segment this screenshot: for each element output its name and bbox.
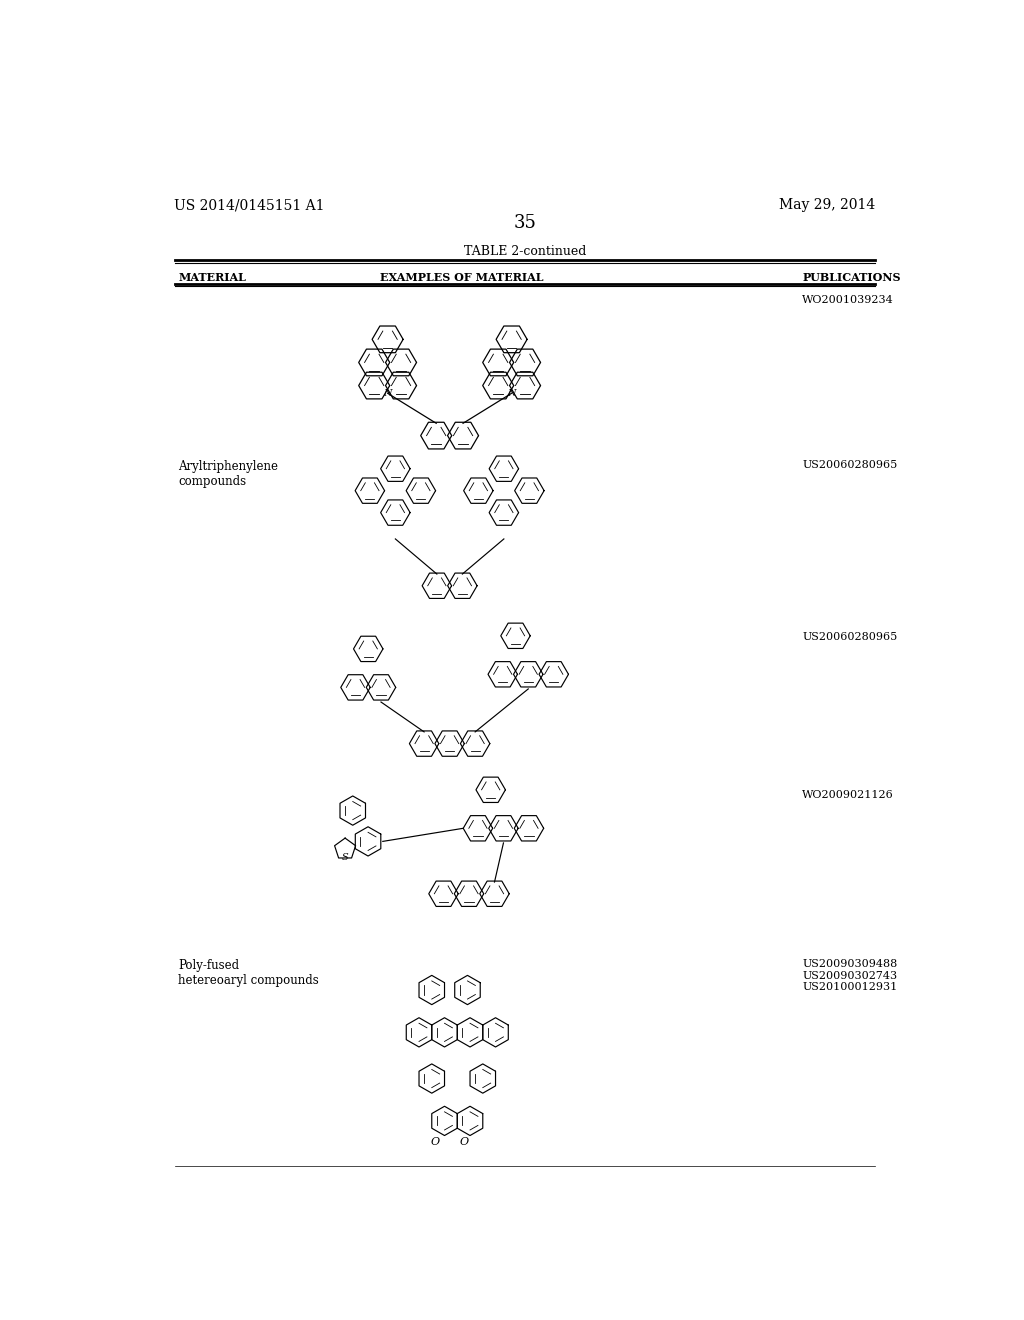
Text: PUBLICATIONS: PUBLICATIONS bbox=[802, 272, 901, 284]
Text: US20060280965: US20060280965 bbox=[802, 632, 897, 642]
Text: US 2014/0145151 A1: US 2014/0145151 A1 bbox=[174, 198, 325, 213]
Text: EXAMPLES OF MATERIAL: EXAMPLES OF MATERIAL bbox=[380, 272, 543, 284]
Text: US20060280965: US20060280965 bbox=[802, 461, 897, 470]
Text: N: N bbox=[507, 389, 516, 397]
Text: WO2001039234: WO2001039234 bbox=[802, 296, 894, 305]
Text: WO2009021126: WO2009021126 bbox=[802, 789, 894, 800]
Text: N: N bbox=[383, 389, 392, 397]
Text: May 29, 2014: May 29, 2014 bbox=[779, 198, 876, 213]
Text: MATERIAL: MATERIAL bbox=[178, 272, 246, 284]
Text: US20090309488
US20090302743
US20100012931: US20090309488 US20090302743 US2010001293… bbox=[802, 960, 897, 993]
Text: TABLE 2-continued: TABLE 2-continued bbox=[464, 244, 586, 257]
Text: S: S bbox=[342, 853, 348, 862]
Text: 35: 35 bbox=[513, 214, 537, 232]
Text: Aryltriphenylene
compounds: Aryltriphenylene compounds bbox=[178, 461, 279, 488]
Text: Poly-fused
hetereoaryl compounds: Poly-fused hetereoaryl compounds bbox=[178, 960, 319, 987]
Text: O: O bbox=[431, 1138, 440, 1147]
Text: O: O bbox=[459, 1138, 468, 1147]
